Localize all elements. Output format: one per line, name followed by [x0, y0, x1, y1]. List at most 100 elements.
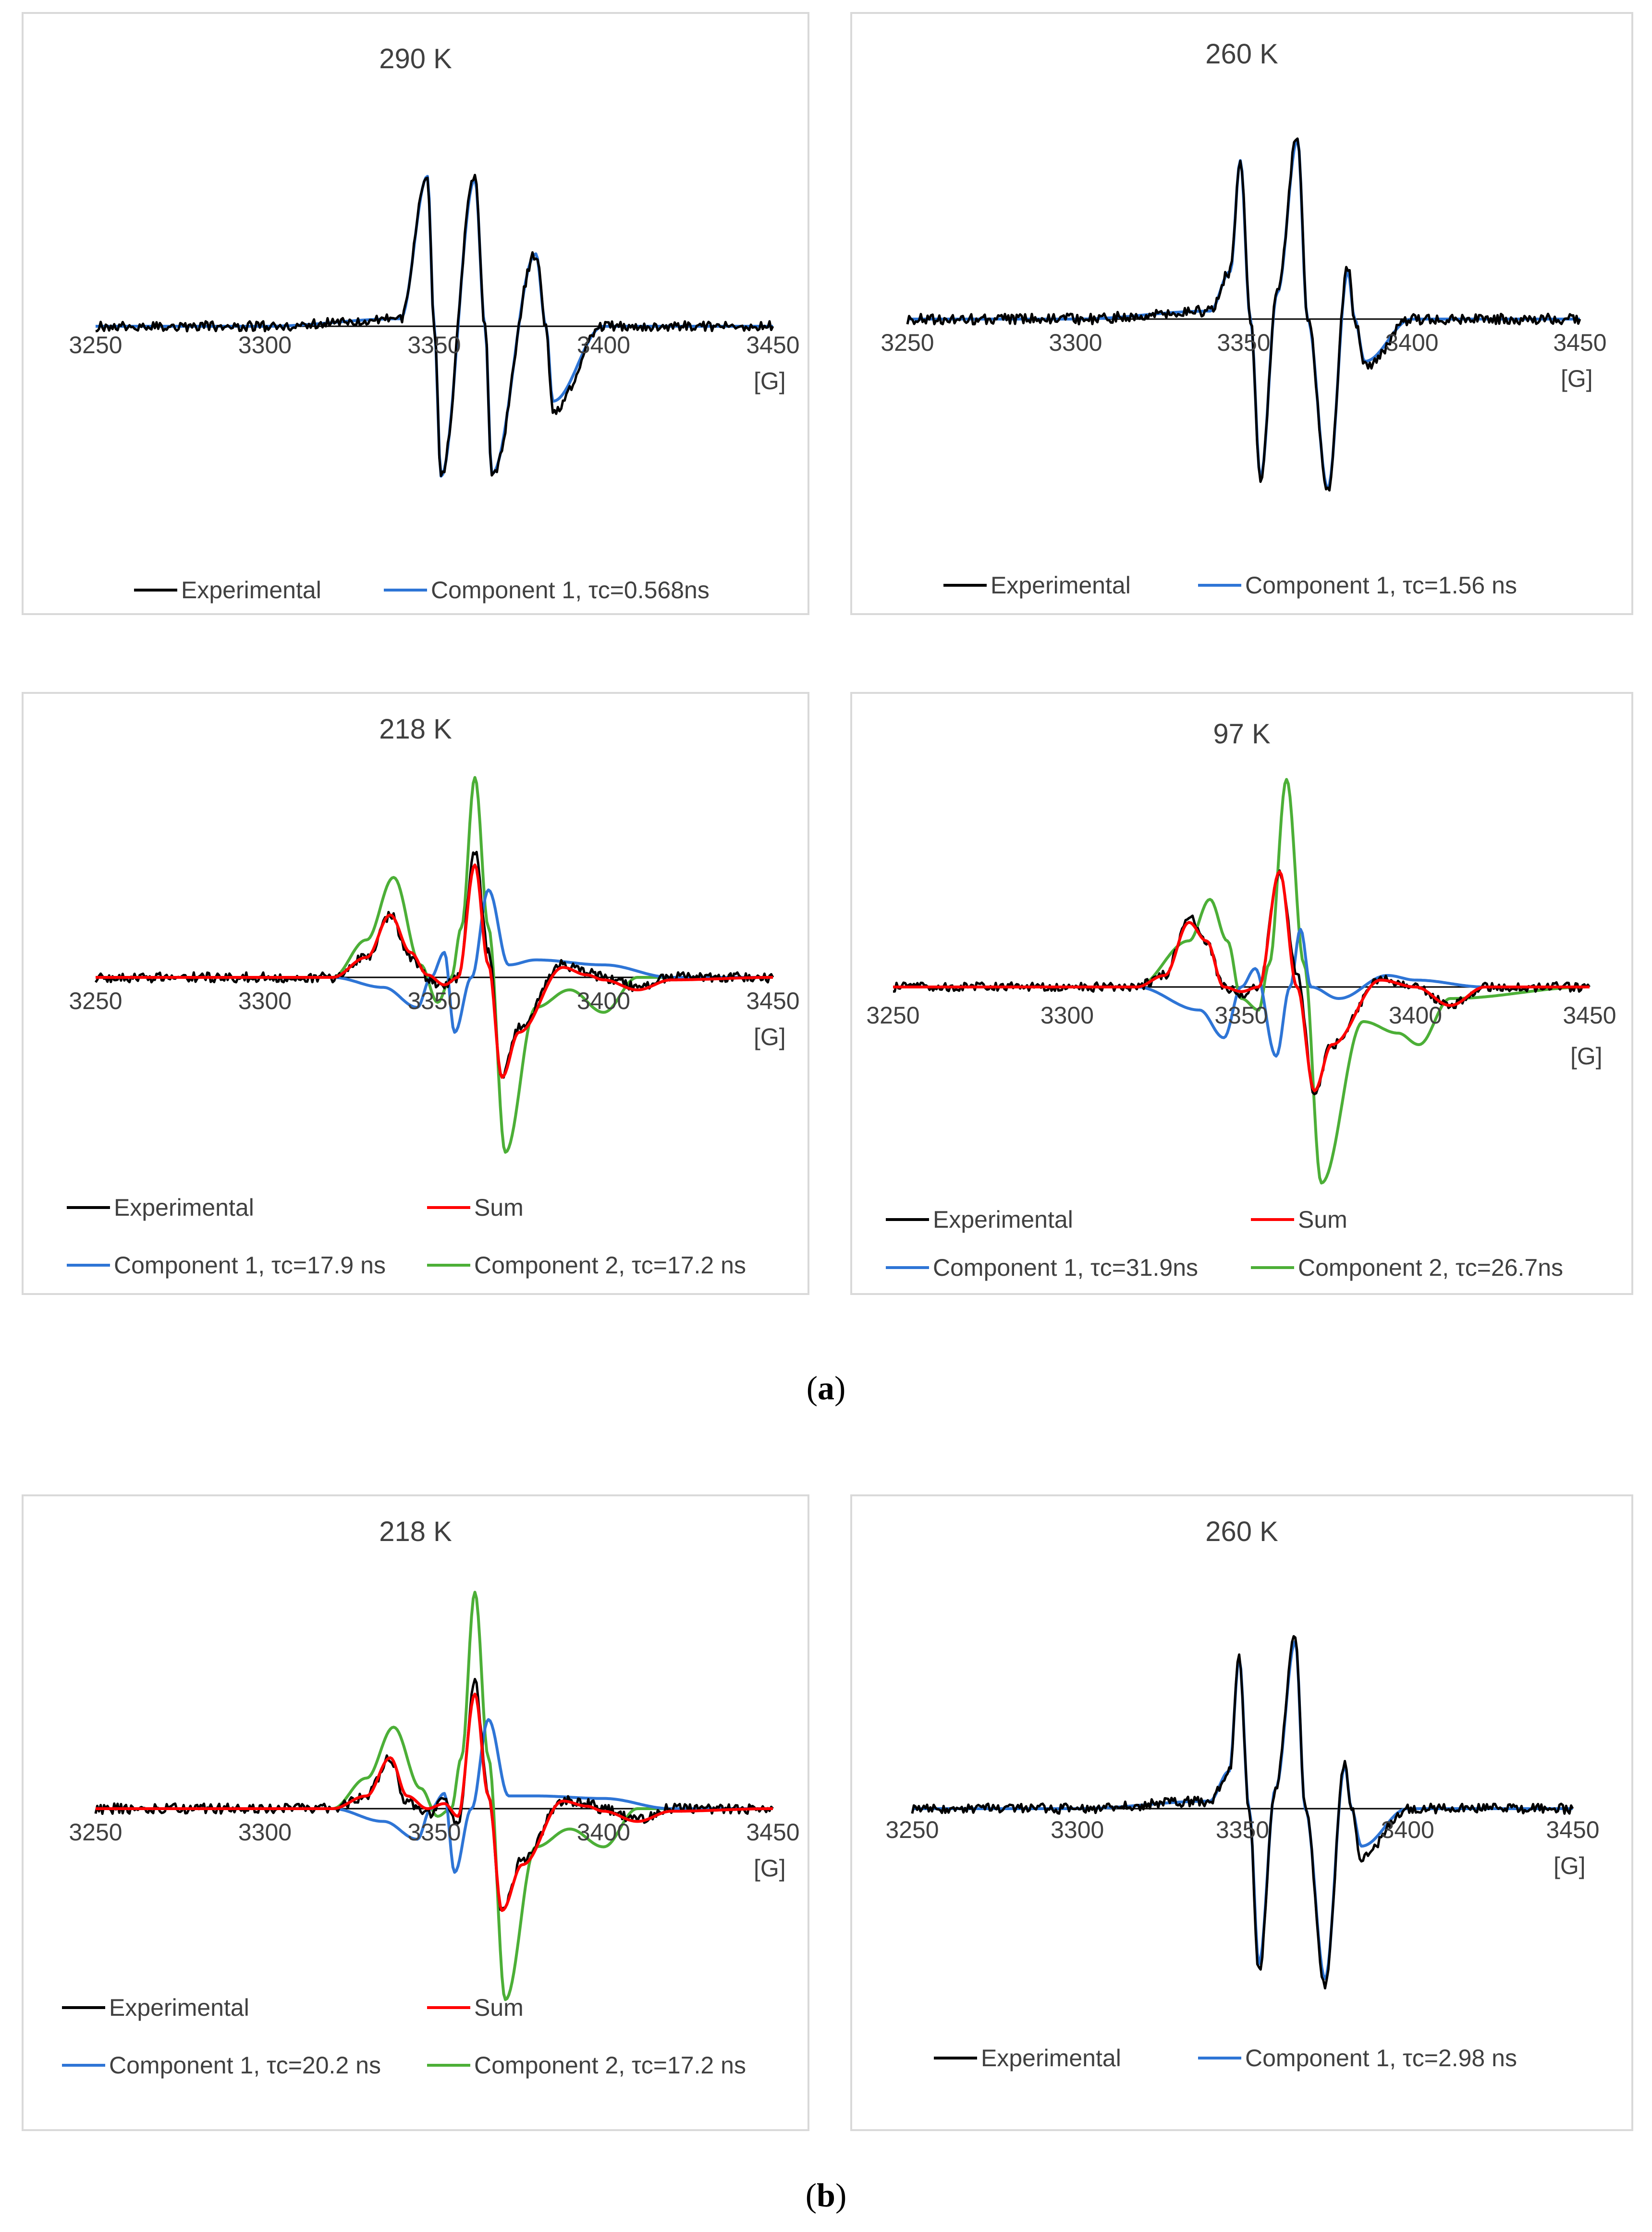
legend-item-sum: Sum	[427, 1194, 524, 1221]
series-line-sum	[893, 870, 1590, 1092]
series-line-sum	[96, 1692, 773, 1912]
x-tick-label: 3350	[1217, 329, 1271, 356]
x-tick-label: 3250	[885, 1816, 939, 1843]
legend-label: Experimental	[981, 2045, 1121, 2072]
series-line-component-2	[893, 778, 1590, 1184]
legend-swatch	[67, 1206, 110, 1209]
legend-item-component-1: Component 1, τc=17.9 ns	[67, 1251, 386, 1279]
x-tick-label: 3450	[1563, 1002, 1616, 1029]
legend-item-component-1: Component 1, τc=2.98 ns	[1198, 2044, 1517, 2072]
legend-swatch	[943, 584, 987, 587]
series-line-component-1	[96, 1718, 773, 1874]
legend-swatch	[427, 2006, 470, 2009]
legend-item-experimental: Experimental	[134, 576, 321, 604]
x-tick-label: 3250	[866, 1002, 920, 1029]
x-axis-unit: [G]	[754, 368, 786, 395]
chart-plot	[95, 173, 774, 478]
chart-panel: 97 K 3250 3300 3350 3400 3450 [G] Experimental S…	[850, 692, 1633, 1295]
legend-item-sum: Sum	[1251, 1206, 1347, 1233]
legend-label: Sum	[474, 1994, 524, 2021]
legend-label: Component 1, τc=2.98 ns	[1245, 2045, 1517, 2072]
x-tick-label: 3400	[1381, 1816, 1434, 1843]
x-axis-unit: [G]	[1570, 1043, 1603, 1070]
x-tick-label: 3350	[407, 987, 461, 1014]
chart-title: 260 K	[1205, 1516, 1278, 1547]
legend-swatch	[384, 589, 427, 592]
chart-title: 290 K	[379, 43, 452, 74]
x-tick-label: 3300	[238, 1819, 292, 1846]
legend-label: Component 2, τc=26.7ns	[1298, 1254, 1564, 1281]
chart-panel: 218 K 3250 3300 3350 3400 3450 [G] Experimental…	[22, 692, 809, 1295]
legend-item-component-1: Component 1, τc=0.568ns	[384, 576, 710, 604]
legend-label: Experimental	[114, 1194, 254, 1221]
x-tick-label: 3300	[1049, 329, 1102, 356]
x-tick-label: 3350	[407, 1819, 461, 1846]
x-tick-label: 3400	[1385, 329, 1439, 356]
chart-panel: 290 K 3250 3300 3350 3400 3450 [G] Experimental…	[22, 12, 809, 615]
legend-swatch	[67, 1264, 110, 1267]
x-tick-label: 3400	[576, 1819, 631, 1846]
legend-label: Component 1, τc=31.9ns	[933, 1254, 1199, 1281]
legend-item-component-1: Component 1, τc=20.2 ns	[62, 2051, 381, 2079]
x-tick-label: 3400	[576, 332, 631, 358]
legend-swatch	[427, 1206, 470, 1209]
legend-swatch	[1251, 1266, 1294, 1269]
legend-item-component-2: Component 2, τc=26.7ns	[1251, 1254, 1563, 1282]
legend-label: Component 1, τc=1.56 ns	[1245, 572, 1517, 599]
x-axis-unit: [G]	[1561, 365, 1593, 392]
x-axis-unit: [G]	[1554, 1852, 1586, 1879]
legend-item-experimental: Experimental	[67, 1194, 254, 1221]
legend-label: Component 1, τc=20.2 ns	[109, 2052, 381, 2079]
x-tick-label: 3450	[746, 987, 800, 1014]
legend-label: Experimental	[109, 1994, 249, 2021]
x-tick-label: 3450	[746, 332, 800, 358]
x-tick-label: 3300	[1051, 1816, 1104, 1843]
legend-label: Sum	[1298, 1206, 1347, 1233]
series-line-experimental	[94, 1677, 774, 1911]
chart-plot	[893, 778, 1591, 1184]
subfigure-label-a: (a)	[806, 1370, 846, 1407]
legend-swatch	[427, 2064, 470, 2067]
x-tick-label: 3250	[69, 987, 122, 1014]
chart-title: 97 K	[1213, 718, 1271, 750]
legend-item-experimental: Experimental	[62, 1994, 249, 2022]
legend-swatch	[1251, 1218, 1294, 1221]
legend-label: Experimental	[933, 1206, 1073, 1233]
legend-label: Component 1, τc=0.568ns	[431, 577, 710, 604]
legend-swatch	[1198, 2057, 1241, 2059]
chart-panel: 260 K 3250 3300 3350 3400 3450 [G] Experimental…	[850, 1494, 1633, 2131]
legend-swatch	[62, 2064, 105, 2067]
legend-label: Sum	[474, 1194, 524, 1221]
x-tick-label: 3350	[407, 332, 461, 358]
x-tick-label: 3250	[881, 329, 934, 356]
series-line-experimental	[906, 137, 1581, 492]
legend-swatch	[934, 2057, 977, 2059]
chart-plot	[906, 137, 1581, 492]
x-tick-label: 3400	[1388, 1002, 1443, 1029]
legend-swatch	[886, 1266, 929, 1269]
x-tick-label: 3300	[238, 987, 292, 1014]
x-tick-label: 3300	[1040, 1002, 1094, 1029]
chart-panel: 260 K 3250 3300 3350 3400 3450 [G] Experimental…	[850, 12, 1633, 615]
legend-swatch	[427, 1264, 470, 1267]
legend-item-component-2: Component 2, τc=17.2 ns	[427, 1251, 746, 1279]
chart-panel: 218 K 3250 3300 3350 3400 3450 [G] Experimental…	[22, 1494, 809, 2131]
series-line-component-2	[96, 1591, 773, 2001]
legend-label: Experimental	[181, 577, 321, 604]
subfigure-label-b: (b)	[805, 2177, 847, 2214]
x-tick-label: 3350	[1214, 1002, 1268, 1029]
legend-item-component-2: Component 2, τc=17.2 ns	[427, 2051, 746, 2079]
x-axis-unit: [G]	[754, 1024, 786, 1050]
legend-swatch	[134, 589, 177, 592]
x-tick-label: 3450	[746, 1819, 800, 1846]
legend-swatch	[886, 1218, 929, 1221]
chart-plot	[94, 776, 774, 1154]
x-tick-label: 3350	[1215, 1816, 1270, 1843]
series-line-experimental	[95, 173, 774, 477]
legend-label: Experimental	[991, 572, 1131, 599]
x-tick-label: 3450	[1553, 329, 1607, 356]
legend-swatch	[1198, 584, 1241, 587]
x-tick-label: 3450	[1546, 1816, 1600, 1843]
legend-label: Component 1, τc=17.9 ns	[114, 1252, 386, 1279]
x-tick-label: 3250	[69, 1819, 122, 1846]
